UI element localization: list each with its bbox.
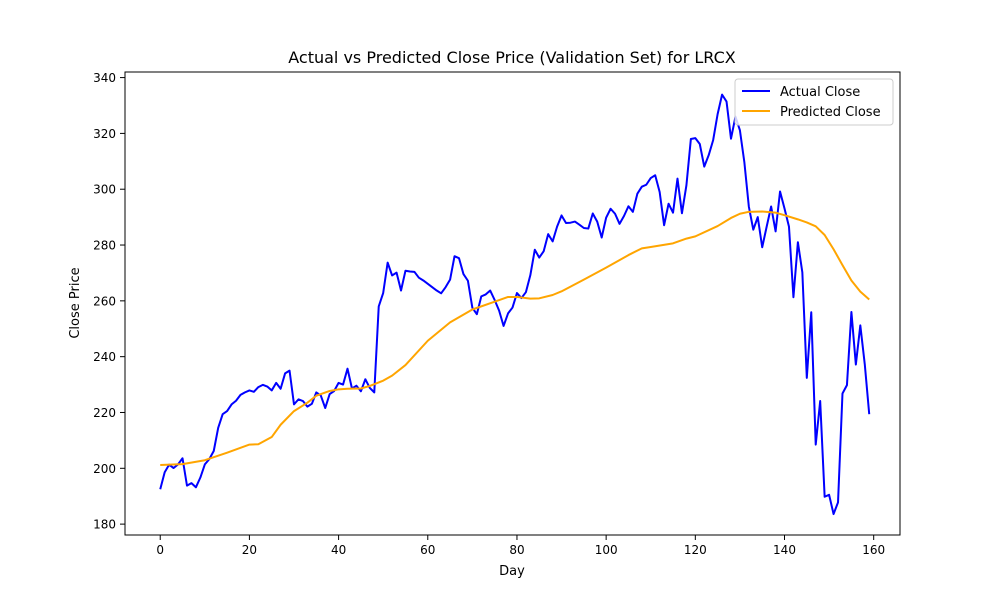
y-tick-label: 200 <box>93 462 116 476</box>
plot-area <box>159 93 871 516</box>
y-tick-label: 300 <box>93 183 116 197</box>
y-tick-label: 340 <box>93 71 116 85</box>
y-tick-label: 260 <box>93 294 116 308</box>
legend-box <box>734 78 894 126</box>
legend-label-predicted-close: Predicted Close <box>780 105 881 120</box>
x-tick-label: 40 <box>331 543 346 557</box>
x-axis: 0 20 40 60 80 100 120 140 160 <box>156 535 885 557</box>
y-tick-label: 280 <box>93 239 116 253</box>
y-tick-label: 220 <box>93 406 116 420</box>
x-axis-label: Day <box>499 564 525 579</box>
x-tick-label: 0 <box>156 543 164 557</box>
x-tick-label: 140 <box>773 543 796 557</box>
x-tick-label: 120 <box>684 543 707 557</box>
x-tick-label: 160 <box>862 543 885 557</box>
chart-title: Actual vs Predicted Close Price (Validat… <box>288 48 736 67</box>
x-tick-label: 60 <box>420 543 435 557</box>
x-tick-label: 100 <box>595 543 618 557</box>
x-tick-label: 20 <box>242 543 257 557</box>
x-tick-label: 80 <box>509 543 524 557</box>
y-tick-label: 180 <box>93 518 116 532</box>
y-axis: 180 200 220 240 260 280 300 320 340 <box>93 71 125 532</box>
series-line-actual-close <box>159 93 871 516</box>
y-tick-label: 320 <box>93 127 116 141</box>
axes-frame <box>124 71 901 536</box>
series-line-predicted-close <box>160 210 870 466</box>
legend-label-actual-close: Actual Close <box>780 85 860 100</box>
legend: Actual Close Predicted Close <box>734 78 894 126</box>
y-axis-label: Close Price <box>68 267 83 338</box>
y-tick-label: 240 <box>93 350 116 364</box>
